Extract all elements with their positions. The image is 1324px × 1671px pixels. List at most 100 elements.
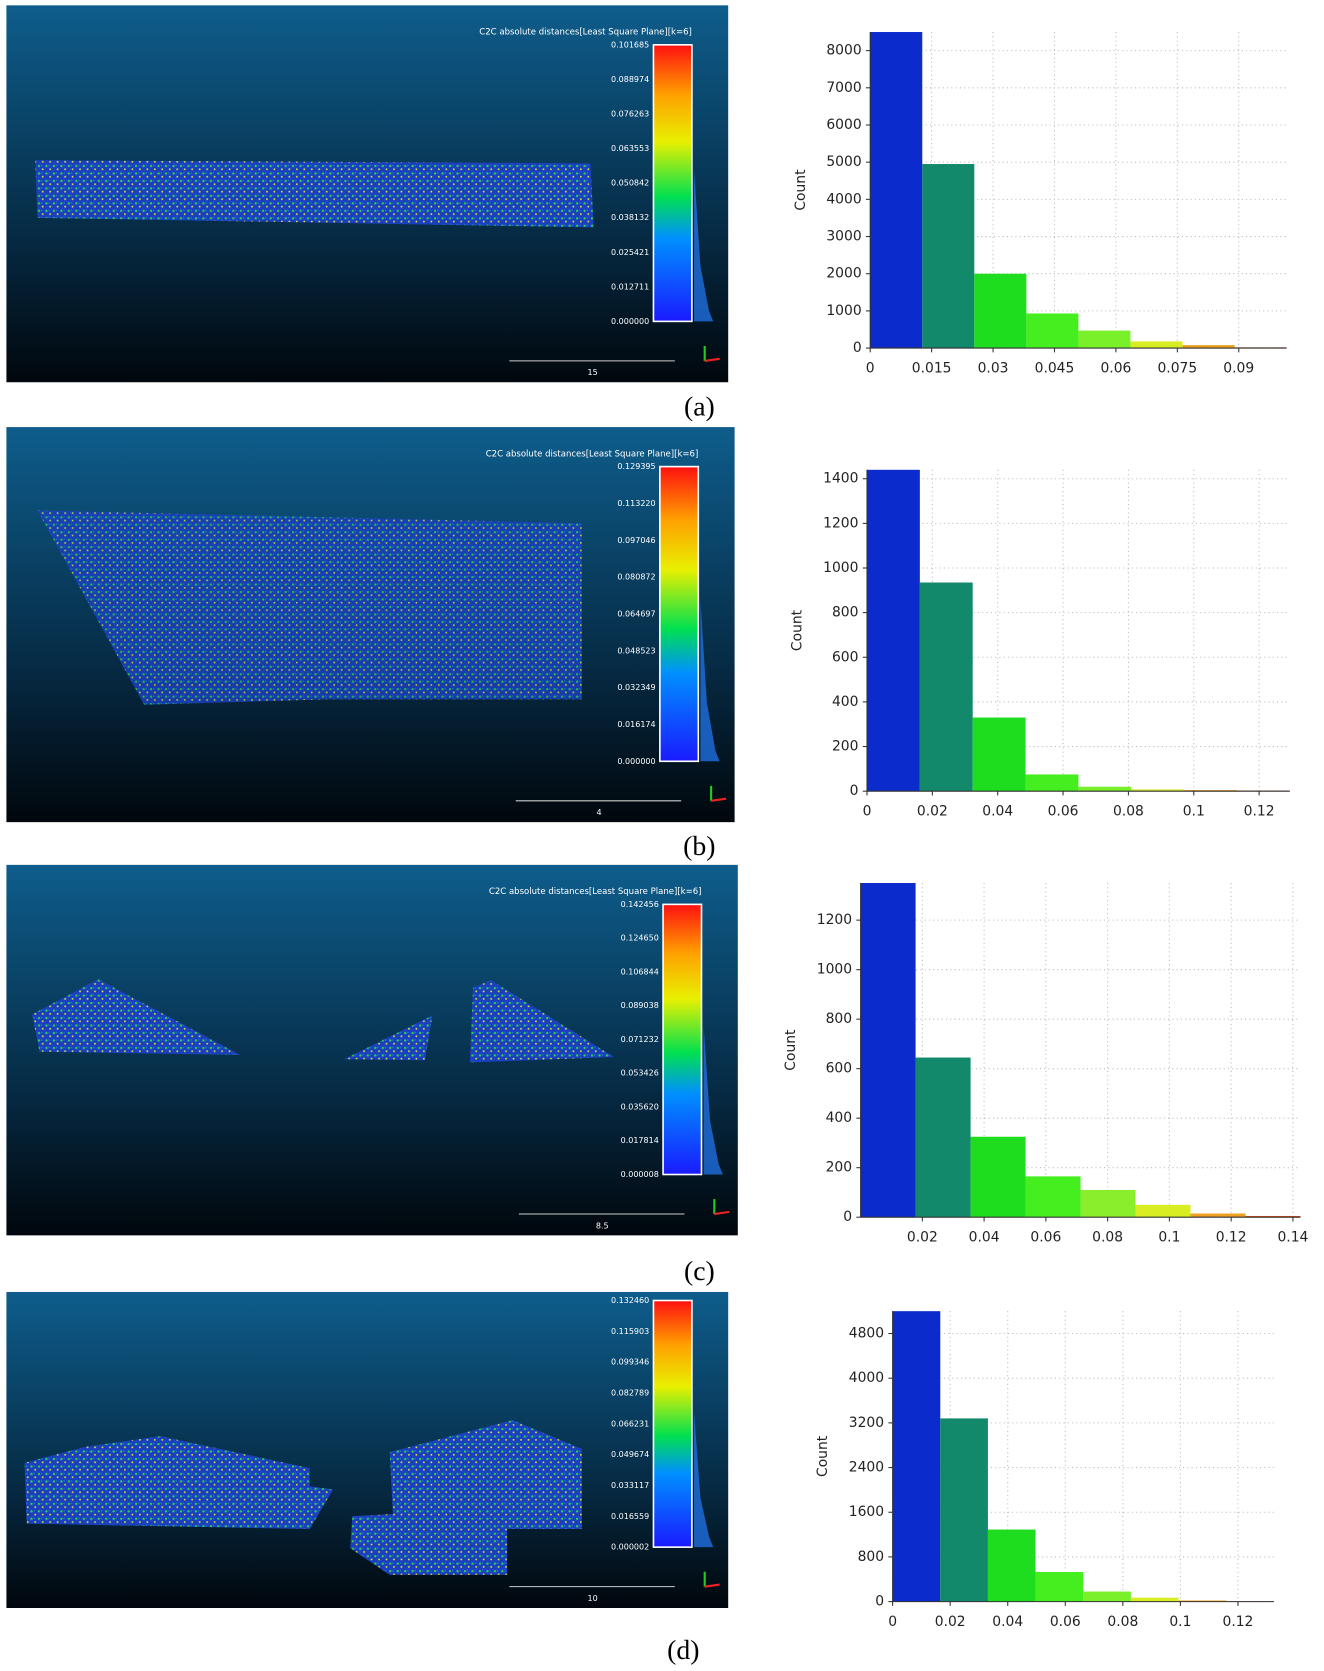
scale-label: 0.025421 — [611, 248, 649, 257]
y-tick-label: 2400 — [849, 1460, 884, 1476]
y-axis-label: Count — [790, 609, 806, 651]
scale-label: 0.089038 — [621, 1001, 659, 1010]
color-scale — [652, 44, 693, 323]
histogram-bar — [870, 32, 923, 349]
histogram-bar — [1184, 790, 1237, 792]
histogram-bar — [1035, 1571, 1084, 1602]
histogram-bar — [1182, 345, 1235, 349]
y-tick-label: 800 — [832, 605, 858, 621]
histogram-bar — [922, 164, 975, 349]
scale-label: 0.035620 — [621, 1102, 659, 1111]
scale-label: 0.071232 — [621, 1035, 659, 1044]
histogram-bar — [892, 1311, 941, 1602]
x-tick-label: 0.08 — [1107, 1614, 1138, 1630]
axis-triad — [714, 1210, 730, 1216]
scale-label: 0.080872 — [617, 573, 655, 582]
point-cloud — [37, 510, 582, 705]
histogram-bar — [974, 273, 1027, 349]
y-tick-label: 5000 — [826, 154, 861, 170]
scale-label: 0.099346 — [611, 1358, 649, 1367]
point-cloud — [32, 979, 241, 1055]
point-cloud — [350, 1420, 582, 1575]
scale-label: 0.142456 — [621, 900, 659, 909]
y-tick-label: 800 — [858, 1549, 884, 1565]
y-tick-label: 1000 — [826, 303, 861, 319]
scale-label: 0.097046 — [617, 536, 655, 545]
histogram-bar — [940, 1418, 988, 1602]
scale-label: 0.000008 — [621, 1170, 659, 1179]
x-tick-label: 0.08 — [1113, 803, 1144, 819]
x-tick-label: 0 — [866, 360, 875, 376]
point-cloud — [469, 980, 614, 1063]
x-tick-label: 0.12 — [1223, 1614, 1254, 1630]
x-tick-label: 0.14 — [1277, 1230, 1308, 1246]
histogram-bar — [1130, 1597, 1179, 1602]
point-cloud — [343, 1015, 433, 1061]
color-scale — [662, 903, 703, 1176]
scale-histogram — [694, 1411, 714, 1548]
scale-label: 0.106844 — [621, 967, 659, 976]
scale-label: 0.132460 — [611, 1296, 649, 1305]
scale-label: 0.048523 — [617, 646, 655, 655]
point-cloud — [35, 160, 594, 228]
y-tick-label: 4000 — [849, 1370, 884, 1386]
scale-label: 0.129395 — [617, 462, 655, 471]
y-tick-label: 1600 — [849, 1504, 884, 1520]
histogram-bar — [1025, 774, 1079, 792]
y-axis-label: Count — [783, 1029, 799, 1071]
scale-label: 0.053426 — [621, 1069, 659, 1078]
x-tick-label: 0.12 — [1244, 803, 1275, 819]
y-tick-label: 200 — [826, 1160, 852, 1176]
y-axis-label: Count — [815, 1435, 831, 1477]
y-tick-label: 3200 — [849, 1415, 884, 1431]
x-tick-label: 0.06 — [1048, 803, 1079, 819]
histogram-bar — [1130, 341, 1183, 349]
histogram-bar — [1083, 1591, 1131, 1602]
viewer-panels — [24, 160, 614, 1575]
axis-triad — [704, 357, 720, 362]
y-tick-label: 7000 — [826, 80, 861, 96]
histogram-bar — [1131, 789, 1185, 792]
x-tick-label: 0.02 — [907, 1230, 938, 1246]
scale-label: 0.038132 — [611, 213, 649, 222]
histogram-bar — [1245, 1215, 1301, 1218]
histogram-bar — [860, 883, 916, 1218]
histogram-bar — [919, 582, 973, 792]
y-tick-label: 1200 — [823, 515, 858, 531]
x-tick-label: 0.04 — [969, 1230, 1000, 1246]
y-tick-label: 0 — [853, 340, 862, 356]
scale-label: 0.082789 — [611, 1388, 649, 1397]
scale-label: 0.124650 — [621, 934, 659, 943]
y-tick-label: 1000 — [823, 560, 858, 576]
x-tick-label: 0.075 — [1157, 360, 1197, 376]
scale-label: 0.033117 — [611, 1481, 649, 1490]
histogram-bar — [972, 717, 1026, 792]
x-tick-label: 0.015 — [912, 360, 952, 376]
x-tick-label: 0.09 — [1223, 360, 1254, 376]
color-scale — [652, 1299, 693, 1548]
y-tick-label: 8000 — [826, 43, 861, 59]
scale-bar-label: 15 — [588, 368, 598, 377]
scale-label: 0.000002 — [611, 1543, 649, 1552]
scale-label: 0.032349 — [617, 683, 655, 692]
y-axis-label: Count — [793, 169, 809, 211]
point-cloud — [24, 1436, 334, 1529]
x-tick-label: 0 — [888, 1614, 897, 1630]
y-tick-label: 4000 — [826, 191, 861, 207]
scale-label: 0.063553 — [611, 144, 649, 153]
histogram-bar — [1025, 1176, 1081, 1218]
histogram-bar — [987, 1529, 1036, 1602]
y-tick-label: 1400 — [823, 471, 858, 487]
viewer-title: C2C absolute distances[Least Square Plan… — [486, 449, 699, 459]
histogram-bar — [1178, 1600, 1227, 1602]
scale-label: 0.016174 — [617, 720, 655, 729]
x-tick-label: 0.06 — [1050, 1614, 1081, 1630]
histogram-bar — [1078, 330, 1131, 349]
y-tick-label: 400 — [826, 1110, 852, 1126]
y-tick-label: 6000 — [826, 117, 861, 133]
x-tick-label: 0.1 — [1183, 803, 1205, 819]
histogram-bar — [867, 469, 920, 792]
scale-label: 0.012711 — [611, 282, 649, 291]
